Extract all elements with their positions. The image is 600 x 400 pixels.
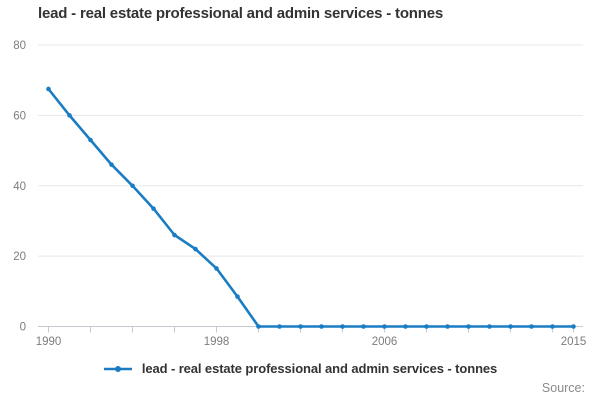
chart-title: lead - real estate professional and admi… bbox=[38, 5, 444, 22]
data-point[interactable] bbox=[298, 324, 303, 329]
data-point[interactable] bbox=[529, 324, 534, 329]
data-point[interactable] bbox=[67, 113, 72, 118]
data-point[interactable] bbox=[235, 294, 240, 299]
data-point[interactable] bbox=[172, 232, 177, 238]
data-point[interactable] bbox=[214, 266, 219, 271]
data-point[interactable] bbox=[361, 324, 366, 329]
data-point[interactable] bbox=[382, 324, 387, 329]
plot-area: 0 20 40 60 80 1990 1998 2006 2015 bbox=[13, 40, 587, 348]
legend[interactable]: lead - real estate professional and admi… bbox=[0, 361, 600, 376]
legend-label: lead - real estate professional and admi… bbox=[141, 361, 498, 376]
data-point[interactable] bbox=[193, 246, 198, 252]
y-tick-label: 20 bbox=[13, 251, 26, 263]
data-point[interactable] bbox=[466, 324, 471, 329]
data-point[interactable] bbox=[403, 324, 408, 329]
data-point[interactable] bbox=[151, 206, 156, 211]
data-point[interactable] bbox=[487, 324, 492, 329]
data-point[interactable] bbox=[130, 183, 135, 189]
legend-series-marker-icon bbox=[103, 365, 132, 372]
y-tick-label: 60 bbox=[13, 110, 26, 122]
x-tick-label: 1998 bbox=[204, 336, 230, 348]
x-tick-label: 1990 bbox=[36, 336, 62, 348]
data-point[interactable] bbox=[424, 324, 429, 329]
data-point[interactable] bbox=[340, 324, 345, 329]
x-tick-label: 2006 bbox=[372, 336, 398, 348]
data-point[interactable] bbox=[277, 324, 282, 329]
source-label: Source: bbox=[541, 381, 585, 395]
data-point[interactable] bbox=[445, 324, 450, 329]
data-point[interactable] bbox=[508, 324, 513, 329]
y-tick-label: 40 bbox=[13, 181, 26, 193]
data-point[interactable] bbox=[46, 86, 51, 92]
data-point[interactable] bbox=[88, 137, 93, 143]
data-point[interactable] bbox=[571, 324, 576, 329]
data-point[interactable] bbox=[109, 162, 114, 167]
series-line[interactable] bbox=[47, 87, 575, 328]
legend-dot-icon bbox=[114, 365, 121, 372]
data-point[interactable] bbox=[550, 324, 555, 329]
y-tick-label: 0 bbox=[20, 322, 26, 334]
x-tick-label: 2015 bbox=[561, 336, 587, 348]
data-point[interactable] bbox=[256, 324, 261, 329]
y-tick-label: 80 bbox=[13, 40, 26, 52]
data-point[interactable] bbox=[319, 324, 324, 329]
